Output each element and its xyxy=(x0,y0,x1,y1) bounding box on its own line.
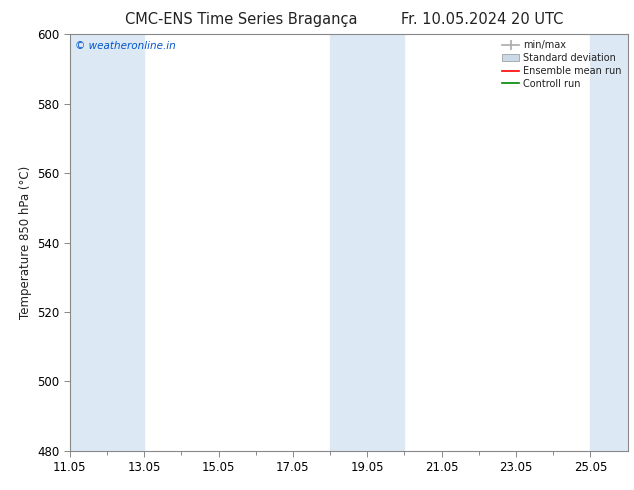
Text: CMC-ENS Time Series Bragança: CMC-ENS Time Series Bragança xyxy=(125,12,357,27)
Bar xyxy=(70,34,144,451)
Text: © weatheronline.in: © weatheronline.in xyxy=(75,41,176,50)
Text: Fr. 10.05.2024 20 UTC: Fr. 10.05.2024 20 UTC xyxy=(401,12,563,27)
Y-axis label: Temperature 850 hPa (°C): Temperature 850 hPa (°C) xyxy=(18,166,32,319)
Legend: min/max, Standard deviation, Ensemble mean run, Controll run: min/max, Standard deviation, Ensemble me… xyxy=(498,36,626,93)
Bar xyxy=(590,34,634,451)
Bar xyxy=(330,34,404,451)
